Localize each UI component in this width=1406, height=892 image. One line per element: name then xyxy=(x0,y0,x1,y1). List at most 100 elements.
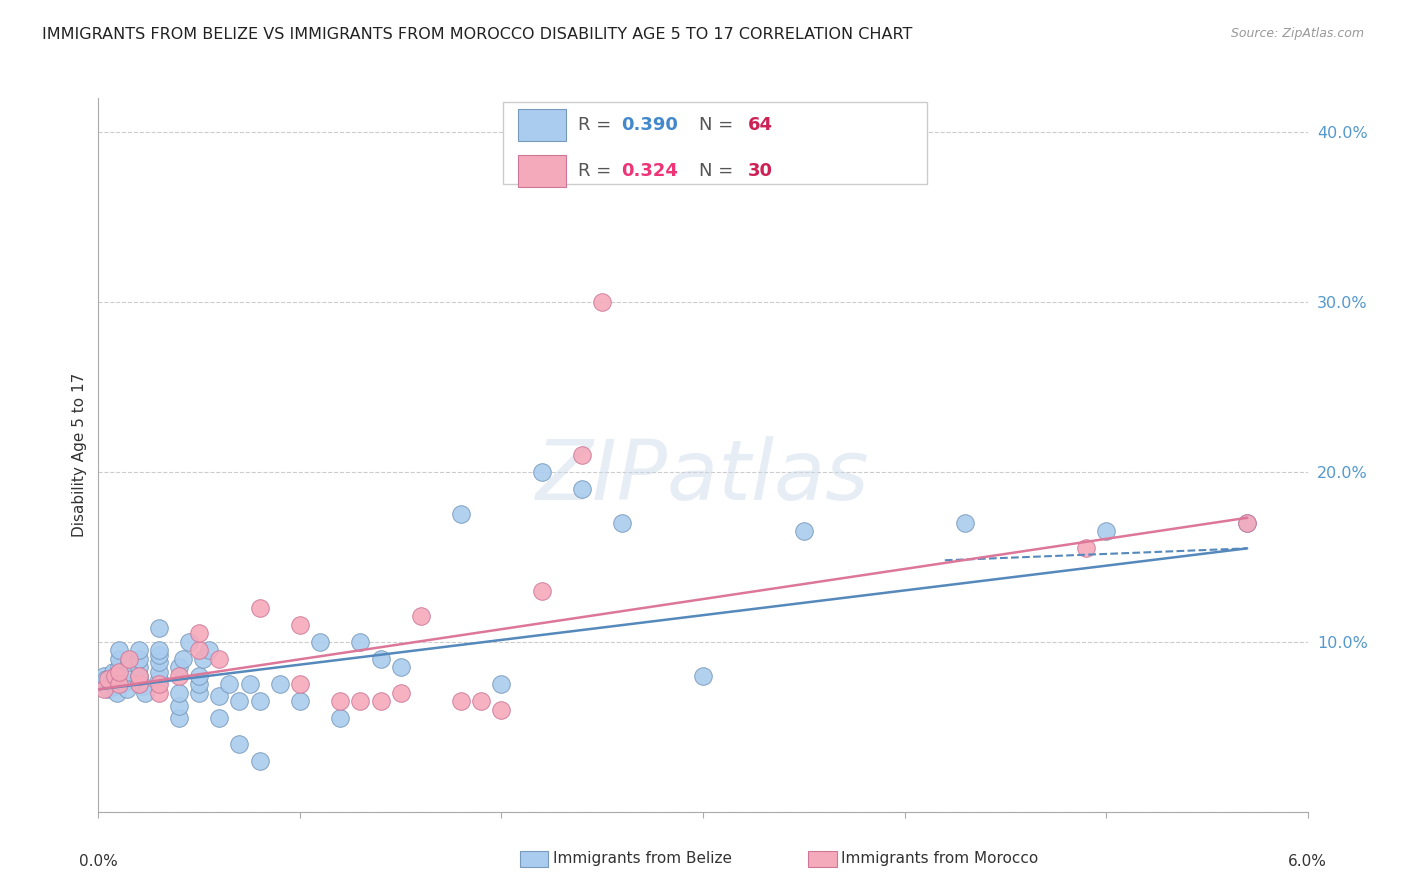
Point xyxy=(167,669,190,683)
Point xyxy=(208,711,231,725)
Point xyxy=(96,672,118,686)
Point xyxy=(128,669,150,683)
Point xyxy=(167,660,190,674)
Point xyxy=(349,635,371,649)
Point xyxy=(91,677,114,691)
Text: 30: 30 xyxy=(748,162,773,180)
Text: Immigrants from Belize: Immigrants from Belize xyxy=(553,852,731,866)
Point xyxy=(571,482,593,496)
Text: N =: N = xyxy=(699,116,740,134)
Point xyxy=(288,694,311,708)
Point xyxy=(1236,516,1258,530)
Point xyxy=(101,665,124,680)
Point xyxy=(107,660,129,674)
Point xyxy=(107,665,129,680)
Point xyxy=(148,665,170,680)
Point xyxy=(450,694,472,708)
Point xyxy=(148,686,170,700)
Point xyxy=(349,694,371,708)
Point xyxy=(148,643,170,657)
Point xyxy=(198,643,221,657)
Point xyxy=(409,609,432,624)
Point xyxy=(188,626,211,640)
Point xyxy=(612,516,634,530)
Point xyxy=(249,694,271,708)
Text: IMMIGRANTS FROM BELIZE VS IMMIGRANTS FROM MOROCCO DISABILITY AGE 5 TO 17 CORRELA: IMMIGRANTS FROM BELIZE VS IMMIGRANTS FRO… xyxy=(42,27,912,42)
Point xyxy=(491,677,513,691)
Point xyxy=(188,677,211,691)
Point xyxy=(450,508,472,522)
Point xyxy=(1095,524,1118,539)
Point xyxy=(249,600,271,615)
Point xyxy=(105,686,128,700)
Point xyxy=(134,686,156,700)
Text: 64: 64 xyxy=(748,116,773,134)
Point xyxy=(491,703,513,717)
Text: N =: N = xyxy=(699,162,740,180)
FancyBboxPatch shape xyxy=(503,102,927,184)
Point xyxy=(530,583,553,598)
Point xyxy=(167,686,190,700)
Text: 0.390: 0.390 xyxy=(621,116,678,134)
Point xyxy=(179,635,201,649)
Text: R =: R = xyxy=(578,116,617,134)
Text: ZIPatlas: ZIPatlas xyxy=(536,436,870,516)
Point xyxy=(148,677,170,691)
Point xyxy=(172,652,194,666)
Point xyxy=(1236,516,1258,530)
Point xyxy=(389,686,412,700)
Point xyxy=(591,295,613,310)
Point xyxy=(103,669,125,683)
Point xyxy=(128,677,150,691)
Point xyxy=(228,737,250,751)
Point xyxy=(249,754,271,768)
Point xyxy=(167,711,190,725)
Point xyxy=(128,669,150,683)
Point xyxy=(208,689,231,703)
Point xyxy=(148,655,170,669)
Point xyxy=(128,660,150,674)
Y-axis label: Disability Age 5 to 17: Disability Age 5 to 17 xyxy=(72,373,87,537)
Point xyxy=(389,660,412,674)
Point xyxy=(470,694,492,708)
Point xyxy=(118,652,141,666)
Point xyxy=(329,694,352,708)
Point xyxy=(128,652,150,666)
Point xyxy=(309,635,332,649)
Point xyxy=(208,652,231,666)
Point xyxy=(228,694,250,708)
Text: R =: R = xyxy=(578,162,617,180)
Point xyxy=(288,617,311,632)
FancyBboxPatch shape xyxy=(517,109,567,141)
Text: 6.0%: 6.0% xyxy=(1288,855,1327,869)
Point xyxy=(188,686,211,700)
Point xyxy=(793,524,815,539)
Point xyxy=(269,677,291,691)
Point xyxy=(188,669,211,683)
Point xyxy=(128,643,150,657)
Point xyxy=(530,465,553,479)
Point xyxy=(132,679,155,693)
Point xyxy=(218,677,240,691)
Point xyxy=(953,516,976,530)
Point xyxy=(103,679,125,693)
Text: 0.0%: 0.0% xyxy=(79,855,118,869)
FancyBboxPatch shape xyxy=(517,155,567,187)
Point xyxy=(148,672,170,686)
Point xyxy=(128,675,150,690)
Text: 0.324: 0.324 xyxy=(621,162,678,180)
Point xyxy=(93,682,115,697)
Point xyxy=(114,669,136,683)
Point xyxy=(111,675,134,690)
Point xyxy=(100,675,122,690)
Point xyxy=(118,655,141,669)
Point xyxy=(97,672,120,686)
Point xyxy=(188,643,211,657)
Text: Source: ZipAtlas.com: Source: ZipAtlas.com xyxy=(1230,27,1364,40)
Point xyxy=(692,669,714,683)
Point xyxy=(370,652,392,666)
Point xyxy=(148,621,170,635)
Text: Immigrants from Morocco: Immigrants from Morocco xyxy=(841,852,1038,866)
Point xyxy=(329,711,352,725)
Point xyxy=(148,648,170,663)
